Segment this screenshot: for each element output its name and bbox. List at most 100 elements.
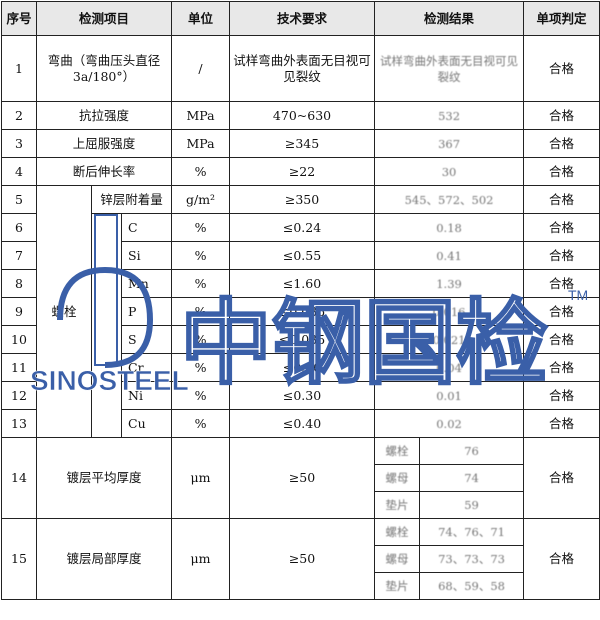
table-row: 5 螺栓 锌层附着量 g/m² ≥350 545、572、502 合格 — [1, 185, 600, 438]
row-number: 3 — [1, 129, 37, 158]
test-item: 断后伸长率 — [35, 157, 173, 186]
test-item: Cu — [120, 409, 173, 438]
verdict: 合格 — [523, 241, 600, 270]
unit: μm — [171, 518, 231, 600]
part-name: 垫片 — [374, 491, 421, 519]
unit: % — [171, 157, 231, 186]
unit: % — [171, 241, 231, 270]
test-item: P — [120, 297, 173, 326]
test-item: S — [120, 325, 173, 354]
unit: % — [171, 269, 231, 298]
verdict: 合格 — [523, 157, 600, 186]
requirement: ≤0.40 — [229, 409, 376, 438]
test-item: 上屈服强度 — [35, 129, 173, 158]
unit: % — [171, 297, 231, 326]
row-number: 1 — [1, 35, 37, 102]
part-value: 74 — [419, 464, 525, 492]
part-name: 螺母 — [374, 464, 421, 492]
part-value: 76 — [419, 437, 525, 465]
header-verdict: 单项判定 — [523, 1, 600, 36]
part-value: 68、59、58 — [419, 572, 525, 600]
result: 1.39 — [374, 269, 525, 298]
requirement: ≤0.035 — [229, 325, 376, 354]
test-item: Si — [120, 241, 173, 270]
verdict: 合格 — [523, 353, 600, 382]
row-number: 6 — [1, 213, 37, 242]
empty-cell — [91, 213, 122, 438]
part-value: 74、76、71 — [419, 518, 525, 546]
requirement: ≥22 — [229, 157, 376, 186]
row-number: 12 — [1, 381, 37, 410]
table-row: 6 C% ≤0.24 0.18 合格 — [1, 213, 600, 438]
table-row: 垫片 68、59、58 — [2, 572, 600, 600]
header-result: 检测结果 — [374, 1, 525, 36]
requirement: 试样弯曲外表面无目视可见裂纹 — [229, 35, 376, 102]
result: 0.02 — [374, 409, 525, 438]
requirement: 470~630 — [229, 101, 376, 130]
verdict: 合格 — [523, 129, 600, 158]
verdict: 合格 — [523, 325, 600, 354]
verdict: 合格 — [523, 381, 600, 410]
unit: % — [171, 353, 231, 382]
result: 0.41 — [374, 241, 525, 270]
requirement: ≥345 — [229, 129, 376, 158]
requirement: ≥50 — [229, 437, 376, 519]
result: 545、572、502 — [374, 185, 525, 214]
verdict: 合格 — [523, 409, 600, 438]
test-item: Mn — [120, 269, 173, 298]
test-item: 抗拉强度 — [35, 101, 173, 130]
verdict: 合格 — [523, 185, 600, 214]
part-value: 73、73、73 — [419, 545, 525, 573]
requirement: ≥350 — [229, 185, 376, 214]
table-row: 4 断后伸长率% ≥22 30 合格 — [1, 157, 600, 186]
requirement: ≤0.035 — [229, 297, 376, 326]
verdict: 合格 — [523, 101, 600, 130]
result: 0.01 — [374, 381, 525, 410]
row-number: 14 — [1, 437, 37, 519]
table-row: 垫片 59 — [2, 491, 600, 519]
result: 0.016 — [374, 297, 525, 326]
result: 0.021 — [374, 325, 525, 354]
unit: MPa — [171, 129, 231, 158]
table-row: 14 镀层平均厚度 μm ≥50 螺栓 76 合格 — [1, 437, 600, 519]
part-name: 垫片 — [374, 572, 421, 600]
table-row: 12 Ni% ≤0.30 0.01 合格 — [1, 381, 600, 410]
unit: g/m² — [171, 185, 231, 214]
row-number: 7 — [1, 241, 37, 270]
row-number: 10 — [1, 325, 37, 354]
header-requirement: 技术要求 — [229, 1, 376, 36]
table-row: 10 S% ≤0.035 0.021 合格 — [1, 325, 600, 354]
row-number: 13 — [1, 409, 37, 438]
test-item: Ni — [120, 381, 173, 410]
requirement: ≤0.24 — [229, 213, 376, 242]
row-number: 15 — [1, 518, 37, 600]
result: 0.18 — [374, 213, 525, 242]
part-name: 螺栓 — [374, 437, 421, 465]
group-label: 螺栓 — [36, 185, 92, 438]
unit: MPa — [171, 101, 231, 130]
row-number: 4 — [1, 157, 37, 186]
unit: % — [171, 381, 231, 410]
unit: / — [171, 35, 231, 102]
result: 367 — [374, 129, 525, 158]
table-row: 7 Si% ≤0.55 0.41 合格 — [1, 241, 600, 270]
requirement: ≤0.30 — [229, 353, 376, 382]
table-row: 3 上屈服强度 MPa ≥345 367 合格 — [1, 129, 600, 158]
unit: % — [171, 325, 231, 354]
row-number: 9 — [1, 297, 37, 326]
requirement: ≤0.30 — [229, 381, 376, 410]
requirement: ≥50 — [229, 518, 376, 600]
verdict: 合格 — [523, 269, 600, 298]
test-item: C — [120, 213, 173, 242]
header-unit: 单位 — [171, 1, 231, 36]
part-name: 螺母 — [374, 545, 421, 573]
part-name: 螺栓 — [374, 518, 421, 546]
verdict: 合格 — [523, 35, 600, 102]
test-item: 锌层附着量 — [90, 185, 173, 214]
requirement: ≤1.60 — [229, 269, 376, 298]
row-number: 5 — [1, 185, 37, 214]
table-row: 2 抗拉强度 MPa 470~630 532 合格 — [1, 101, 600, 130]
row-number: 8 — [1, 269, 37, 298]
verdict: 合格 — [523, 297, 600, 326]
table-row: 螺母 74 — [2, 464, 600, 492]
